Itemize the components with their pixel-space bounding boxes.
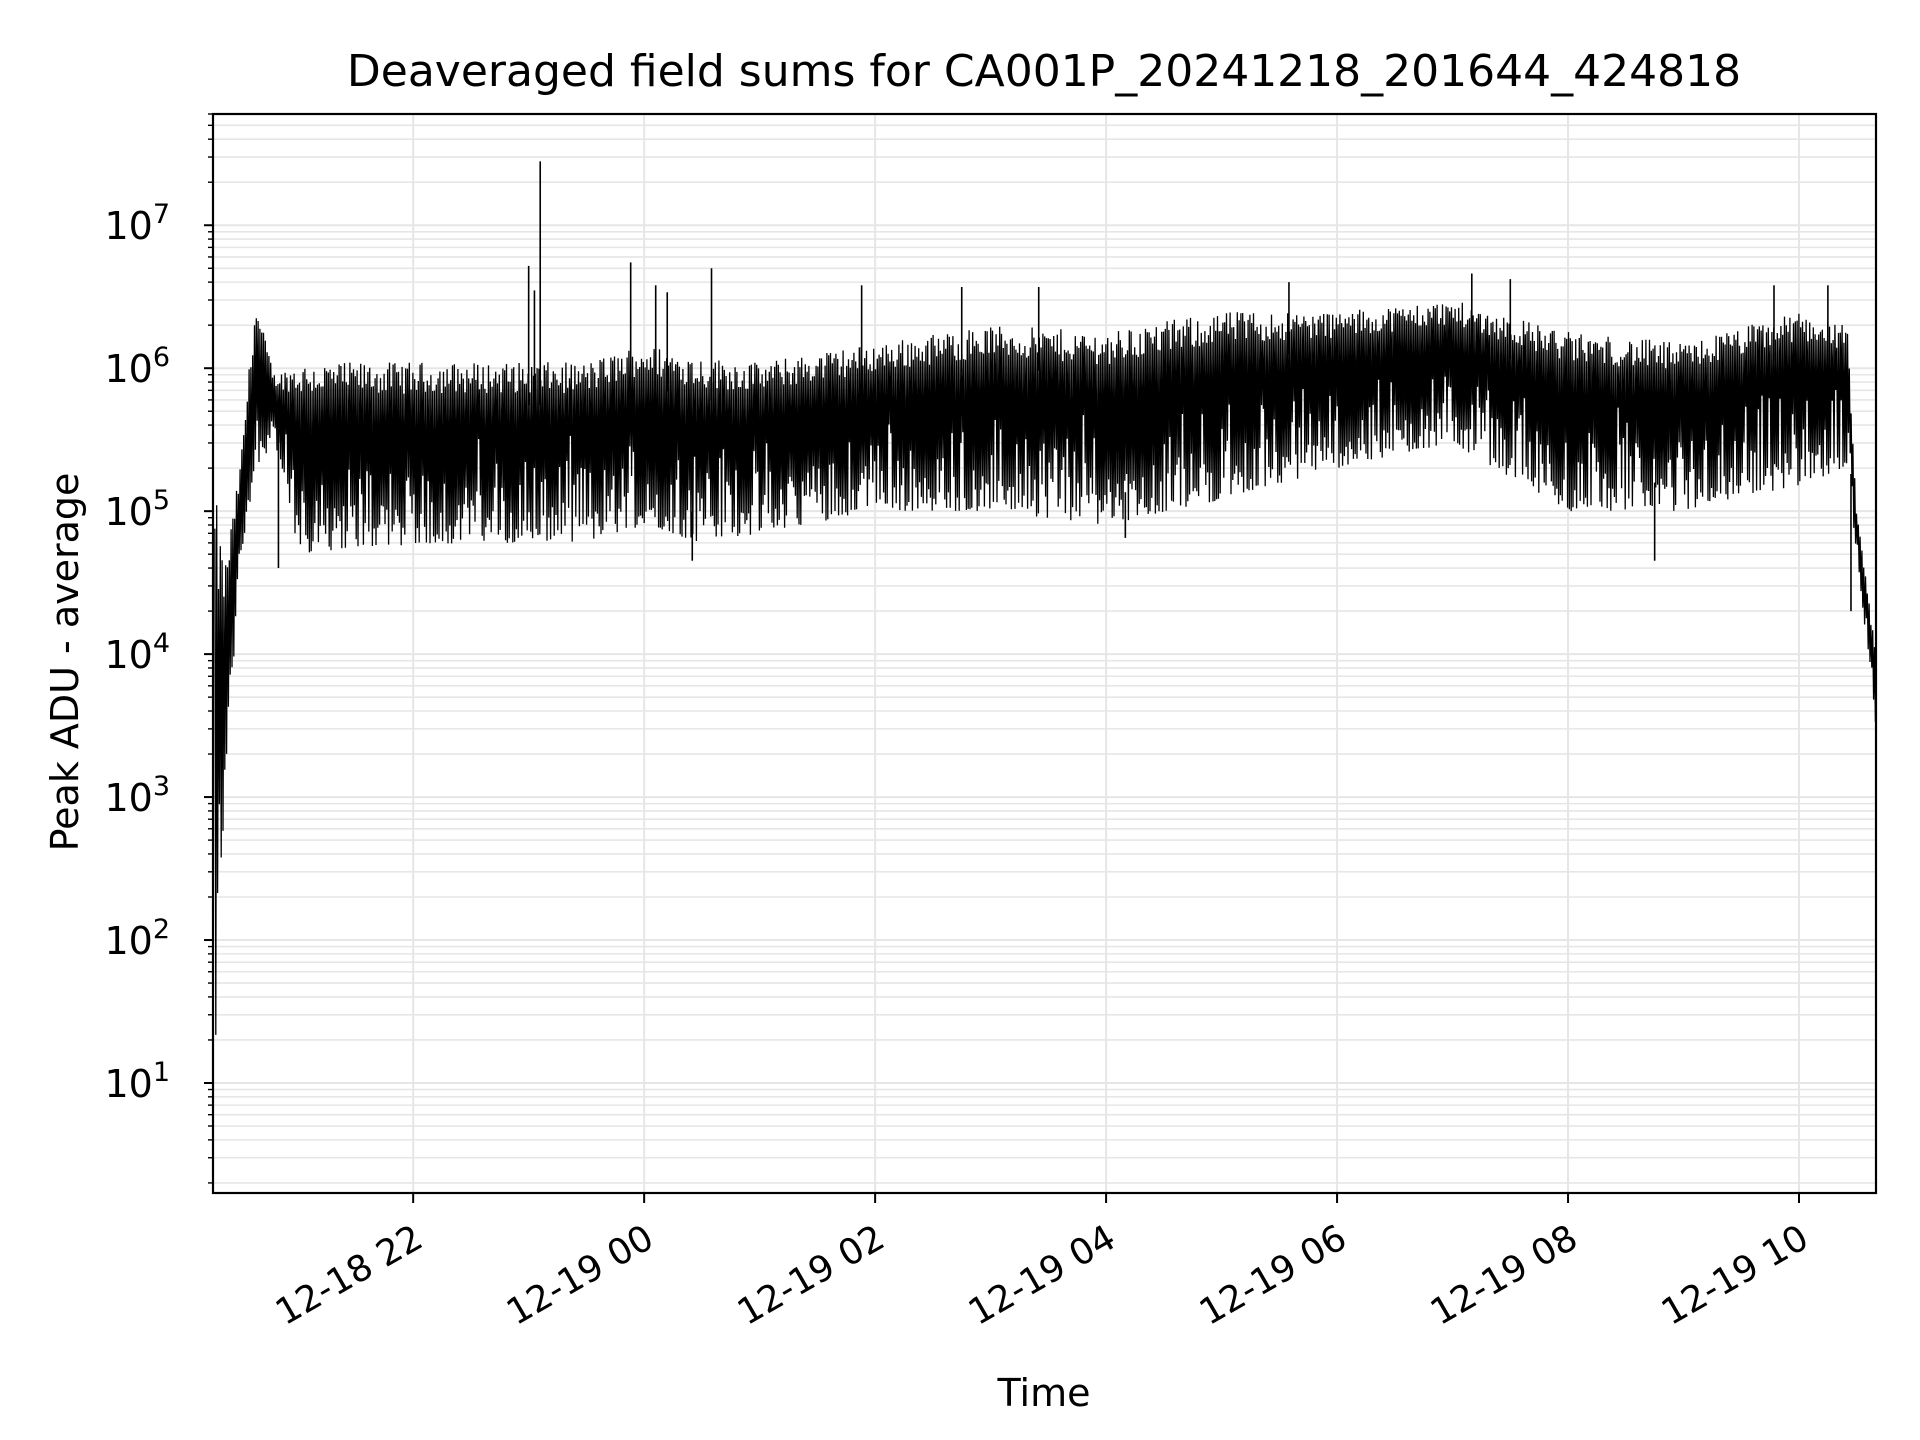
x-axis-label: Time bbox=[997, 1371, 1091, 1415]
y-tick-label: 101 bbox=[104, 1057, 170, 1106]
x-tick-label: 12-19 08 bbox=[1424, 1217, 1585, 1333]
y-tick-label: 107 bbox=[104, 199, 170, 248]
x-tick-label: 12-19 00 bbox=[500, 1217, 661, 1333]
x-tick-label: 12-19 10 bbox=[1655, 1217, 1816, 1333]
y-tick-label: 102 bbox=[104, 914, 170, 963]
x-tick-label: 12-19 06 bbox=[1193, 1217, 1354, 1333]
data-series bbox=[214, 161, 1877, 1035]
y-tick-label: 103 bbox=[104, 771, 170, 820]
x-tick-label: 12-19 02 bbox=[731, 1217, 892, 1333]
data-line bbox=[214, 302, 1877, 1035]
x-axis: 12-18 22 12-19 00 12-19 02 12-19 04 12-19 06… bbox=[269, 1193, 1816, 1334]
chart-title: Deaveraged field sums for CA001P_2024121… bbox=[347, 46, 1741, 97]
y-axis-label: Peak ADU - average bbox=[43, 473, 87, 852]
y-tick-label: 105 bbox=[104, 485, 170, 534]
grid bbox=[213, 113, 1876, 1193]
x-tick-label: 12-19 04 bbox=[962, 1217, 1123, 1333]
y-tick-label: 104 bbox=[104, 628, 170, 677]
y-axis: 101 102 103 104 105 106 107 bbox=[104, 113, 213, 1184]
x-tick-label: 12-18 22 bbox=[269, 1217, 430, 1333]
y-tick-label: 106 bbox=[104, 342, 170, 391]
